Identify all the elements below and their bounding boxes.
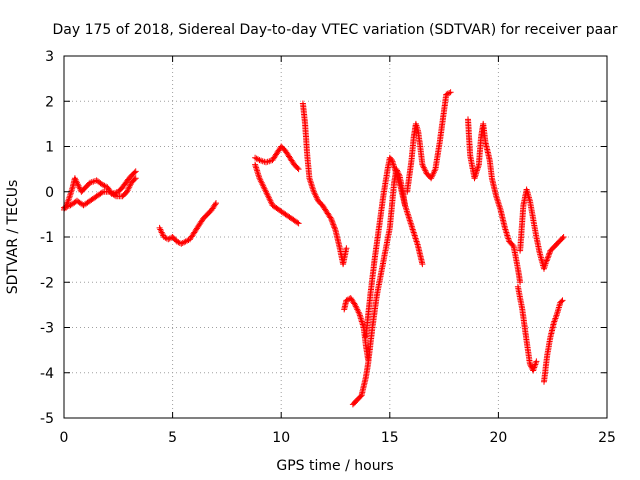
data-point [212, 201, 219, 208]
data-point [559, 235, 566, 242]
data-point [357, 393, 364, 400]
data-point [526, 360, 533, 367]
data-point [331, 224, 338, 231]
x-axis-label: GPS time / hours [276, 458, 393, 474]
data-point [527, 362, 534, 369]
data-point [131, 176, 138, 183]
data-point [543, 257, 550, 264]
y-axis-label: SDTVAR / TECUs [5, 180, 21, 295]
data-point [98, 189, 105, 196]
data-point [419, 261, 426, 268]
data-point [546, 250, 553, 257]
grid [64, 56, 607, 418]
y-tick-label: 2 [45, 94, 54, 110]
data-point [447, 89, 454, 96]
data-point [295, 220, 302, 227]
data-point [446, 90, 453, 96]
x-tick-label: 0 [60, 430, 69, 446]
y-tick-label: -5 [40, 411, 54, 427]
x-tick-label: 10 [272, 430, 290, 446]
data-point [329, 218, 336, 225]
data-point [533, 358, 540, 365]
data-point [295, 166, 302, 173]
data-point [132, 168, 139, 175]
y-tick-label: -4 [40, 366, 54, 382]
y-tick-label: -2 [40, 275, 54, 291]
data-point [560, 234, 567, 240]
data-point [509, 241, 516, 248]
data-point [294, 165, 301, 171]
data-point [330, 221, 337, 228]
x-tick-label: 5 [168, 430, 177, 446]
data-point [343, 245, 350, 252]
axis-ticks: 0 5 10 15 20 25 -5 -4 -3 -2 -1 0 1 2 3 [40, 49, 616, 446]
data-point [294, 219, 301, 226]
data-marks [61, 89, 567, 408]
data-point [327, 214, 334, 221]
data-point [131, 169, 138, 176]
data-point [132, 175, 139, 182]
data-point [517, 279, 524, 286]
data-point [544, 254, 551, 261]
data-point [558, 298, 565, 305]
y-tick-label: -3 [40, 321, 54, 337]
x-tick-label: 25 [598, 430, 616, 446]
plot-frame [63, 55, 608, 419]
data-point [111, 192, 118, 199]
y-tick-label: 0 [45, 185, 54, 201]
data-point [559, 297, 566, 304]
y-tick-label: -1 [40, 230, 54, 246]
y-tick-label: 3 [45, 49, 54, 65]
x-tick-label: 20 [489, 430, 507, 446]
x-tick-label: 15 [381, 430, 399, 446]
y-tick-label: 1 [45, 140, 54, 156]
data-point [213, 200, 219, 207]
chart-title: Day 175 of 2018, Sidereal Day-to-day VTE… [52, 22, 617, 38]
